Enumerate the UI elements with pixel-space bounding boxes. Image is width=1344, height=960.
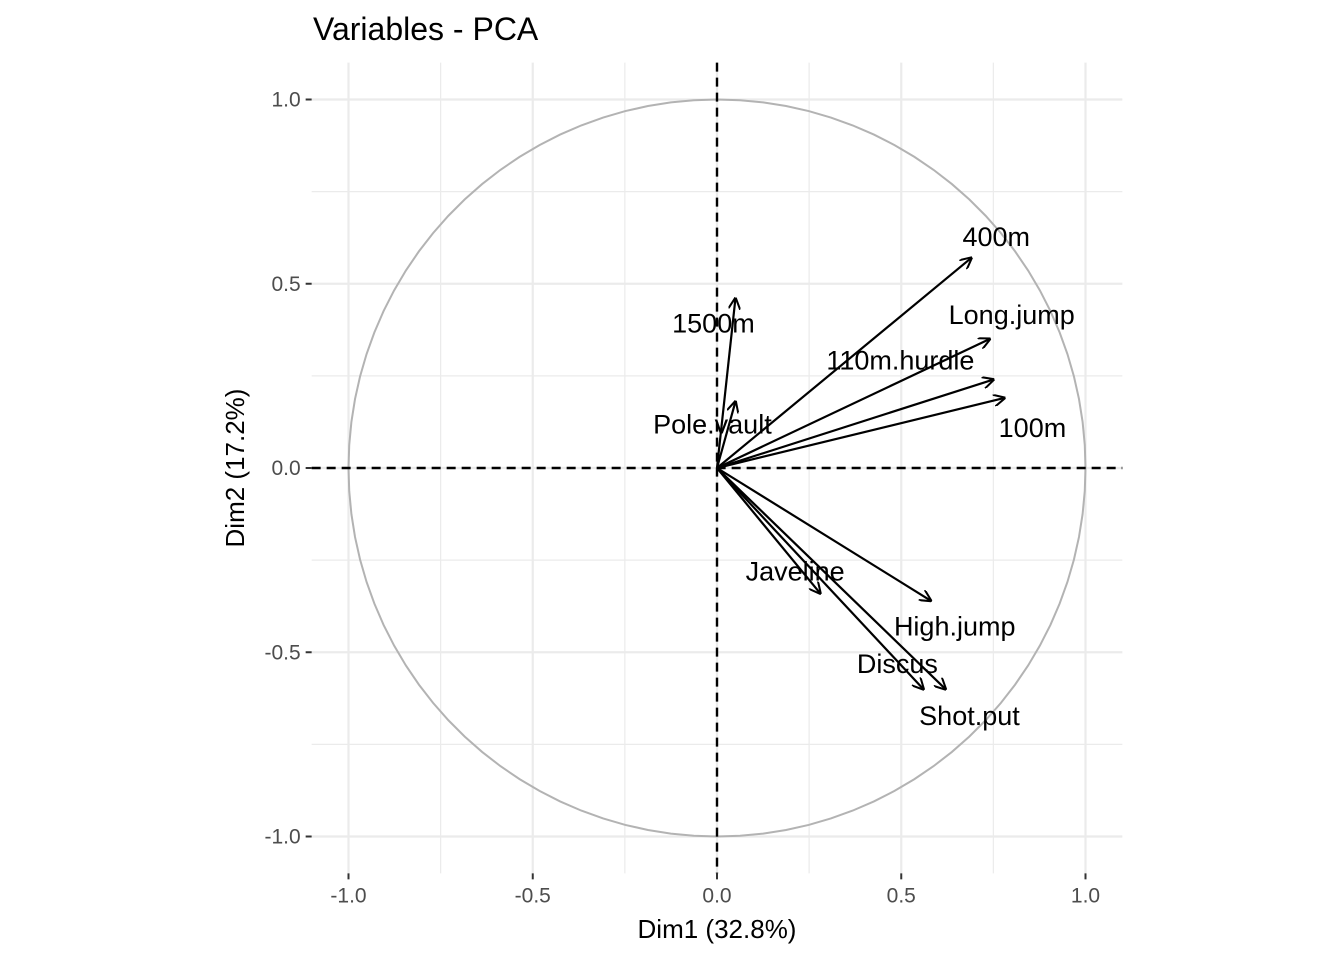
- label-shot-put: Shot.put: [919, 701, 1020, 731]
- label-high-jump: High.jump: [894, 612, 1016, 642]
- arrow-high-jump: [716, 467, 931, 601]
- x-tick-label: 1.0: [1071, 884, 1100, 907]
- arrow-400m: [716, 258, 971, 469]
- label-1500m: 1500m: [672, 308, 755, 338]
- label-discus: Discus: [857, 649, 938, 679]
- arrow-shot-put: [716, 467, 945, 689]
- label-110m-hurdle: 110m.hurdle: [826, 346, 974, 376]
- x-tick-label: 0.5: [887, 884, 916, 907]
- chart-title: Variables - PCA: [313, 11, 539, 47]
- arrow-110m-hurdle: [716, 380, 993, 470]
- axis-ticks: -1.0 -0.5 0.0 0.5 1.0 1.0 0.5 0.0 -0.5 -1.0: [264, 89, 1100, 908]
- arrow-100m: [716, 398, 1004, 470]
- variable-labels: 100m Long.jump 110m.hurdle 400m 1500m Pole.va…: [653, 222, 1075, 731]
- variable-arrows: [715, 258, 1004, 689]
- y-axis-title: Dim2 (17.2%): [220, 389, 250, 548]
- label-javeline: Javeline: [746, 556, 845, 586]
- label-long-jump: Long.jump: [949, 300, 1075, 330]
- x-tick-label: 0.0: [702, 884, 731, 907]
- y-tick-label: -1.0: [264, 826, 300, 849]
- x-tick-label: -0.5: [515, 884, 551, 907]
- arrow-pole-vault: [715, 402, 735, 469]
- label-pole-vault: Pole.vault: [653, 410, 772, 440]
- x-tick-label: -1.0: [330, 884, 366, 907]
- y-tick-label: 0.5: [271, 273, 300, 296]
- arrow-long-jump: [716, 339, 990, 469]
- label-100m: 100m: [999, 413, 1067, 443]
- arrow-1500m: [715, 298, 735, 469]
- label-400m: 400m: [962, 222, 1030, 252]
- arrow-discus: [716, 467, 923, 689]
- y-tick-label: 0.0: [271, 457, 300, 480]
- x-axis-title: Dim1 (32.8%): [638, 914, 797, 944]
- arrow-javeline: [716, 467, 820, 593]
- y-tick-label: -0.5: [264, 641, 300, 664]
- y-tick-label: 1.0: [271, 89, 300, 112]
